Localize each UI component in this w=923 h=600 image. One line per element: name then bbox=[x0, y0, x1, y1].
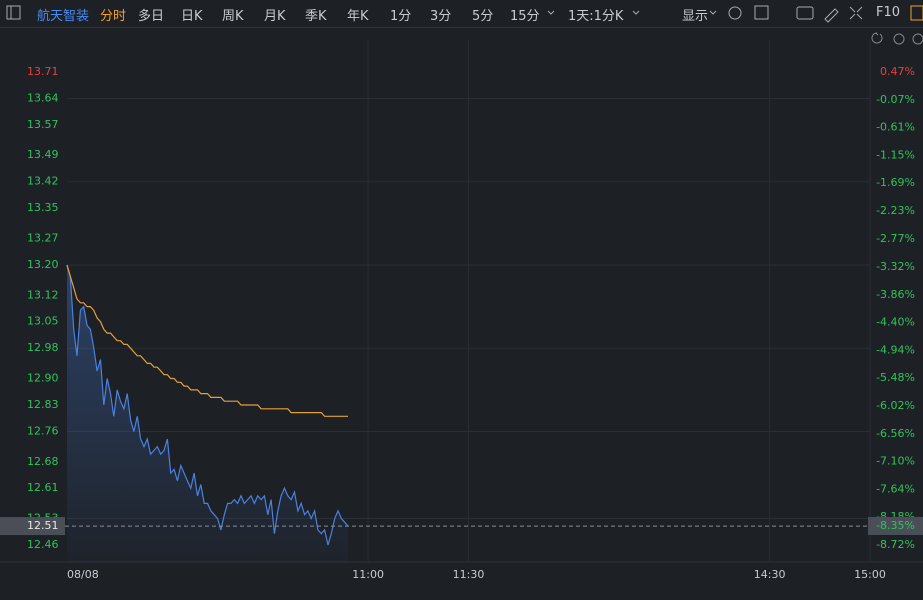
tab[interactable]: 季K bbox=[305, 9, 327, 24]
y-tick-label: 12.76 bbox=[27, 424, 59, 437]
tab[interactable]: 5分 bbox=[472, 9, 494, 24]
tab[interactable]: 月K bbox=[264, 9, 286, 24]
y-tick-label: 13.05 bbox=[27, 315, 59, 328]
y2-tick-label: -8.72% bbox=[876, 538, 915, 551]
y2-tick-label: -7.10% bbox=[876, 455, 915, 468]
date-label: 08/08 bbox=[67, 568, 99, 581]
tab[interactable]: 3分 bbox=[430, 9, 452, 24]
tab[interactable]: 周K bbox=[222, 9, 244, 24]
stock-name[interactable]: 航天智装 bbox=[37, 9, 90, 24]
line bbox=[66, 264, 349, 546]
y-tick-label: 13.57 bbox=[27, 118, 59, 131]
y2-tick-label: -4.40% bbox=[876, 316, 915, 329]
tab[interactable]: 日K bbox=[181, 9, 203, 24]
line bbox=[66, 264, 348, 417]
tab[interactable]: 1分 bbox=[390, 9, 412, 24]
y2-tick-label: -6.02% bbox=[876, 399, 915, 412]
sidebar-icon[interactable] bbox=[6, 5, 22, 21]
tab[interactable]: 年K bbox=[347, 9, 369, 24]
zoom-in-icon[interactable] bbox=[912, 33, 923, 45]
y2-tick-label: -1.69% bbox=[876, 176, 915, 189]
y2-tick-label: -1.15% bbox=[876, 148, 915, 161]
y2-tick-label: -0.07% bbox=[876, 93, 915, 106]
area bbox=[67, 265, 349, 562]
x-tick-label: 11:00 bbox=[352, 568, 384, 581]
undo-icon[interactable] bbox=[871, 32, 883, 44]
last-change-box bbox=[868, 516, 923, 535]
last-change-label: -8.35% bbox=[876, 519, 915, 532]
tab[interactable]: 分时 bbox=[100, 9, 127, 24]
last-price-box bbox=[0, 517, 65, 536]
tab[interactable]: 15分 bbox=[510, 9, 540, 24]
y2-tick-label: -3.86% bbox=[876, 288, 915, 301]
y-tick-label: 12.90 bbox=[27, 372, 59, 385]
y-tick-label: 12.68 bbox=[27, 455, 59, 468]
y-tick-label: 12.98 bbox=[27, 341, 59, 354]
y-tick-label: 13.12 bbox=[27, 288, 59, 301]
y2-tick-label: -0.61% bbox=[876, 121, 915, 134]
y2-tick-label: -4.94% bbox=[876, 343, 915, 356]
y2-tick-label: -2.23% bbox=[876, 204, 915, 217]
y-tick-label: 13.71 bbox=[27, 65, 59, 78]
y-tick-label: 12.83 bbox=[27, 398, 59, 411]
y-tick-label: 13.49 bbox=[27, 148, 59, 161]
y2-tick-label: -2.77% bbox=[876, 232, 915, 245]
y-tick-label: 12.46 bbox=[27, 538, 59, 551]
y2-tick-label: 0.47% bbox=[880, 65, 915, 78]
x-tick-label: 14:30 bbox=[754, 568, 786, 581]
y-tick-label: 13.35 bbox=[27, 201, 59, 214]
y2-tick-label: -6.56% bbox=[876, 427, 915, 440]
tab[interactable]: 多日 bbox=[138, 9, 165, 24]
y2-tick-label: -5.48% bbox=[876, 371, 915, 384]
last-price-label: 12.51 bbox=[27, 519, 59, 532]
zoom-out-icon[interactable] bbox=[893, 33, 905, 45]
y-tick-label: 13.42 bbox=[27, 175, 59, 188]
y-tick-label: 13.27 bbox=[27, 231, 59, 244]
y2-tick-label: -3.32% bbox=[876, 260, 915, 273]
y-tick-label: 13.64 bbox=[27, 91, 59, 104]
f10-button[interactable]: F10 bbox=[876, 5, 901, 20]
y2-tick-label: -7.64% bbox=[876, 482, 915, 495]
toolbar: 航天智装 分时 多日 日K 周K 月K 季K 年K 1分 3分 5分 15分 1… bbox=[0, 0, 923, 28]
y-tick-label: 12.61 bbox=[27, 481, 59, 494]
x-tick-label: 11:30 bbox=[453, 568, 485, 581]
x-tick-label: 15:00 bbox=[854, 568, 886, 581]
y-tick-label: 13.20 bbox=[27, 258, 59, 271]
